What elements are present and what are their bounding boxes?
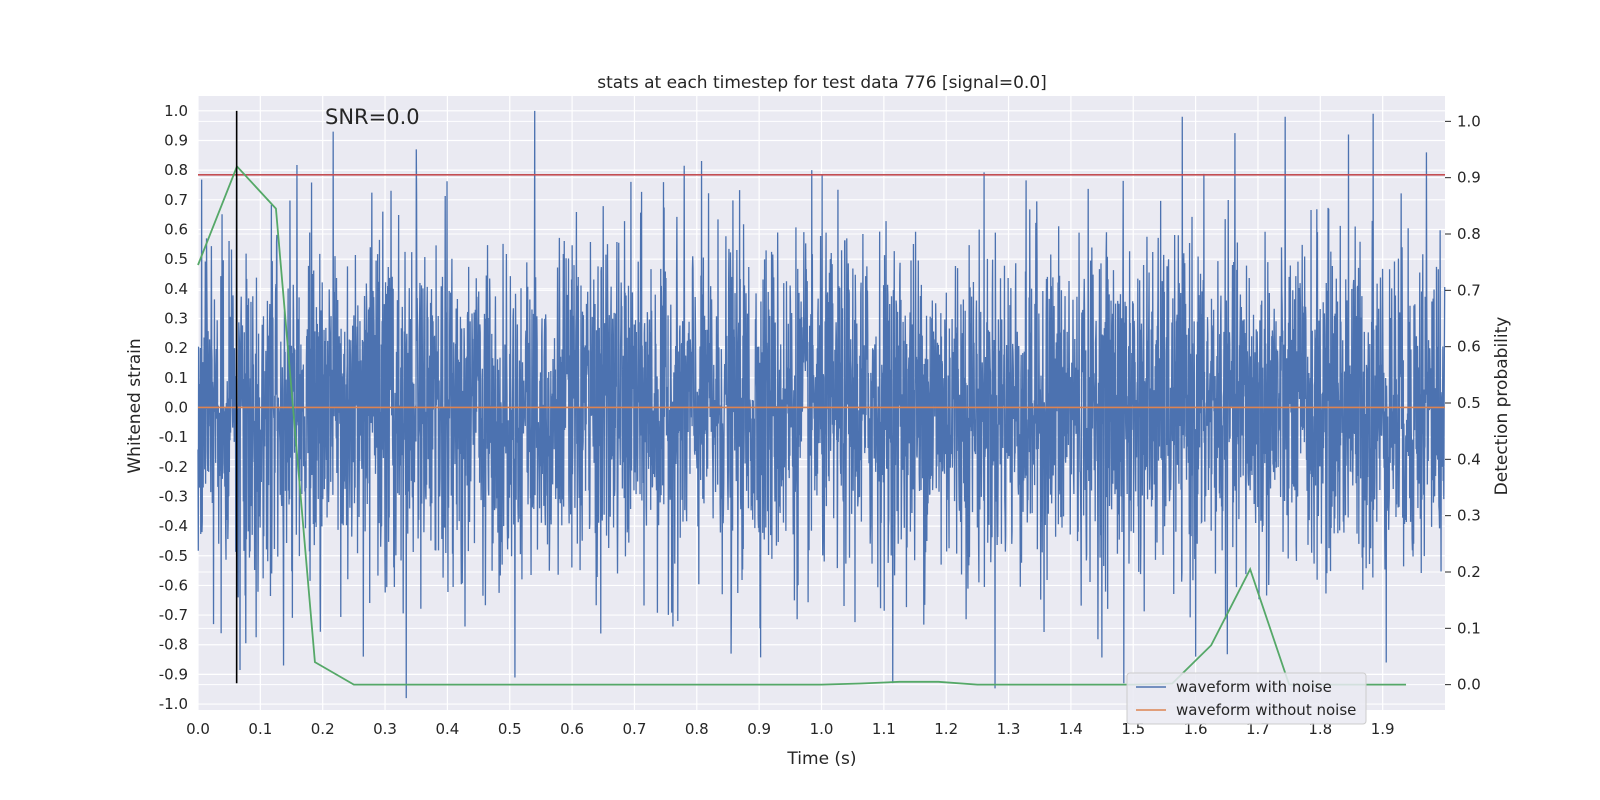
y-tick-label: 0.3 <box>164 309 188 327</box>
x-tick-label: 1.1 <box>872 720 896 738</box>
x-tick-label: 1.9 <box>1371 720 1395 738</box>
y-tick-label: 1.0 <box>164 102 188 120</box>
y2-tick-label: 0.5 <box>1457 394 1481 412</box>
y-tick-label: 0.1 <box>164 369 188 387</box>
chart-title: stats at each timestep for test data 776… <box>597 73 1047 93</box>
y2-tick-label: 0.6 <box>1457 338 1481 356</box>
y-tick-label: -0.7 <box>159 606 188 624</box>
snr-annotation: SNR=0.0 <box>325 105 420 129</box>
x-tick-label: 0.0 <box>186 720 210 738</box>
y-tick-label: 0.6 <box>164 220 188 238</box>
x-tick-label: 1.2 <box>934 720 958 738</box>
x-tick-label: 0.2 <box>311 720 335 738</box>
y2-tick-label: 0.3 <box>1457 507 1481 525</box>
y-tick-label: -0.1 <box>159 428 188 446</box>
y-tick-label: 0.7 <box>164 191 188 209</box>
series-layer <box>197 110 1446 699</box>
legend-box <box>1126 672 1367 725</box>
y2-tick-label: 0.7 <box>1457 281 1481 299</box>
y2-tick-label: 0.4 <box>1457 450 1481 468</box>
x-tick-label: 1.0 <box>810 720 834 738</box>
series-waveform-with-noise <box>197 110 1446 699</box>
y2-tick-label: 0.2 <box>1457 563 1481 581</box>
x-tick-label: 0.8 <box>685 720 709 738</box>
x-tick-label: 0.3 <box>373 720 397 738</box>
series-detection-probability <box>197 164 1407 686</box>
legend-label-noise: waveform with noise <box>1176 678 1332 696</box>
x-tick-label: 0.6 <box>560 720 584 738</box>
x-tick-label: 1.3 <box>997 720 1021 738</box>
y-tick-label: -0.8 <box>159 636 188 654</box>
y-tick-label: -0.6 <box>159 576 188 594</box>
y-axis-title: Whitened strain <box>125 338 145 473</box>
y-tick-label: 0.4 <box>164 280 188 298</box>
y2-tick-label: 0.1 <box>1457 619 1481 637</box>
x-tick-label: 1.4 <box>1059 720 1083 738</box>
x-axis-title: Time (s) <box>786 749 856 769</box>
y-tick-label: -0.2 <box>159 458 188 476</box>
y-tick-label: 0.5 <box>164 250 188 268</box>
legend-label-clean: waveform without noise <box>1176 701 1356 719</box>
x-tick-label: 0.1 <box>248 720 272 738</box>
y-tick-label: -0.9 <box>159 665 188 683</box>
y-tick-label: 0.0 <box>164 398 188 416</box>
y2-tick-label: 0.0 <box>1457 676 1481 694</box>
y2-tick-label: 1.0 <box>1457 112 1481 130</box>
x-tick-label: 0.5 <box>498 720 522 738</box>
y-tick-label: 0.8 <box>164 161 188 179</box>
y2-tick-label: 0.9 <box>1457 169 1481 187</box>
y-tick-label: 0.2 <box>164 339 188 357</box>
x-tick-label: 0.7 <box>623 720 647 738</box>
axis-layer: 0.0 0.1 0.2 0.3 0.4 0.5 0.6 0.7 0.8 0.9 1.0 1.1 1.2 1… <box>159 102 1481 738</box>
y-tick-label: -0.4 <box>159 517 188 535</box>
legend: waveform with noise waveform without noi… <box>1126 672 1367 725</box>
y-tick-label: -1.0 <box>159 695 188 713</box>
y-tick-label: 0.9 <box>164 131 188 149</box>
y-tick-label: -0.5 <box>159 547 188 565</box>
y-tick-label: -0.3 <box>159 487 188 505</box>
y2-axis-title: Detection probability <box>1492 317 1512 496</box>
x-tick-label: 0.9 <box>747 720 771 738</box>
y2-tick-label: 0.8 <box>1457 225 1481 243</box>
x-tick-label: 0.4 <box>435 720 459 738</box>
